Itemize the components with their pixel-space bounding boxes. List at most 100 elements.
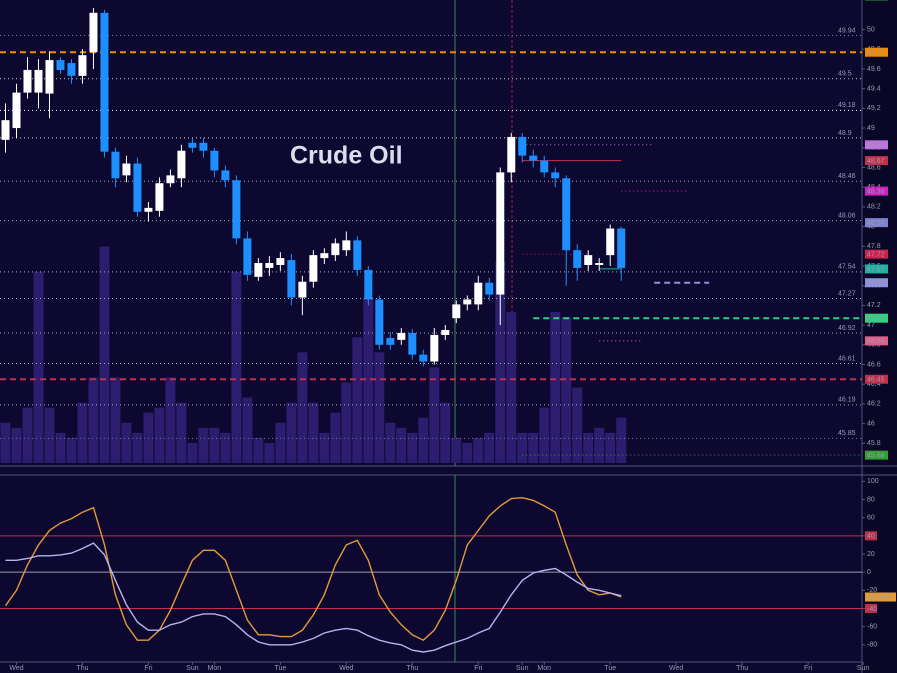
volume-bar (352, 337, 363, 463)
marker-box (865, 218, 888, 228)
x-tick-label: Wed (339, 665, 353, 672)
candle-body (34, 69, 43, 93)
volume-bar (231, 271, 242, 463)
y-tick-label: 60 (867, 515, 875, 522)
volume-bar (550, 312, 561, 463)
marker-box (865, 264, 888, 274)
marker-box (865, 374, 888, 384)
volume-bar (66, 437, 77, 463)
volume-bar (264, 442, 275, 463)
marker-label: 47.43 (867, 280, 885, 287)
candle-body (78, 55, 87, 76)
volume-bar (308, 402, 319, 463)
candle-body (144, 207, 153, 212)
marker-label: 45.68 (867, 452, 885, 459)
candle-body (331, 243, 340, 256)
volume-bar (473, 437, 484, 463)
y-tick-label: 20 (867, 551, 875, 558)
y-tick-label: 49.2 (867, 105, 881, 112)
candle-body (364, 269, 373, 300)
y-tick-label: 80 (867, 496, 875, 503)
volume-bar (187, 442, 198, 463)
candle-body (276, 258, 285, 265)
x-tick-label: Sun (186, 665, 199, 672)
marker-label: 48.04 (867, 220, 885, 227)
y-tick-label: 47.8 (867, 243, 881, 250)
y-tick-label: 50 (867, 26, 875, 33)
marker-label: 48.36 (867, 188, 885, 195)
band-box (865, 531, 877, 541)
level-label: 46.61 (838, 355, 856, 362)
level-label: 49.5 (838, 71, 852, 78)
candle-body (452, 304, 461, 319)
volume-bar (572, 387, 583, 463)
marker-label: 47.07 (867, 316, 885, 323)
volume-bar (396, 427, 407, 463)
volume-bar (330, 412, 341, 463)
volume-bar (517, 432, 528, 463)
marker-box (865, 0, 888, 1)
volume-bar (154, 407, 165, 463)
candle-body (111, 151, 120, 179)
y-tick-label: 49 (867, 125, 875, 132)
volume-bar (374, 352, 385, 463)
candle-body (507, 136, 516, 173)
candle-body (100, 12, 109, 152)
candle-body (474, 282, 483, 305)
volume-bar (440, 402, 451, 463)
y-tick-label: 46.2 (867, 401, 881, 408)
marker-box (865, 450, 888, 460)
x-tick-label: Thu (736, 665, 748, 672)
candle-body (540, 160, 549, 173)
band-box (865, 603, 877, 613)
x-tick-label: Fri (144, 665, 153, 672)
volume-bar (297, 352, 308, 463)
y-tick-label: 47.2 (867, 302, 881, 309)
volume-layer (0, 246, 627, 463)
candle-body (419, 354, 428, 362)
x-tick-label: Fri (474, 665, 483, 672)
volume-bar (77, 402, 88, 463)
marker-label: 46.84 (867, 338, 885, 345)
level-label: 48.9 (838, 130, 852, 137)
candle-body (45, 60, 54, 94)
x-tick-label: Fri (804, 665, 813, 672)
volume-bar (44, 407, 55, 463)
volume-bar (55, 432, 66, 463)
candle-body (23, 69, 32, 93)
volume-bar (462, 442, 473, 463)
volume-bar (429, 367, 440, 463)
volume-bar (319, 432, 330, 463)
candle-body (199, 142, 208, 151)
oscillator-line (5, 542, 622, 653)
volume-bar (561, 317, 572, 463)
candle-body (529, 155, 538, 161)
volume-bar (506, 312, 517, 463)
x-tick-label: Mon (208, 665, 222, 672)
band-label: 40 (867, 533, 875, 540)
marker-label: 47.57 (867, 266, 885, 273)
level-label: 48.46 (838, 173, 856, 180)
volume-bar (495, 261, 506, 463)
candle-body (617, 228, 626, 268)
candle-body (89, 12, 98, 53)
candle-body (12, 92, 21, 129)
volume-bar (132, 432, 143, 463)
candle-body (133, 163, 142, 212)
price-layer: 5049.849.649.449.24948.848.648.448.24847… (0, 0, 888, 460)
candle-body (584, 255, 593, 265)
level-label: 49.94 (838, 27, 856, 34)
marker-box (865, 249, 888, 259)
candle-body (496, 172, 505, 295)
volume-bar (121, 422, 132, 463)
candle-body (518, 136, 527, 156)
candle-body (386, 337, 395, 345)
volume-bar (616, 417, 627, 463)
candle-body (562, 178, 571, 251)
x-tick-label: Tue (274, 665, 286, 672)
y-tick-label: 49.4 (867, 86, 881, 93)
candle-body (573, 250, 582, 268)
volume-bar (275, 422, 286, 463)
volume-bar (88, 377, 99, 463)
